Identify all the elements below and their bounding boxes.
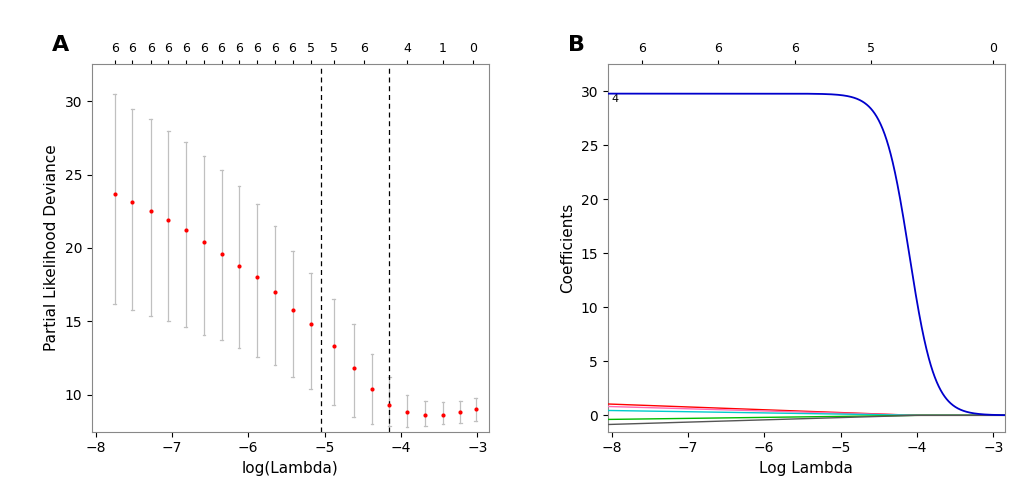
Point [230,262,247,270]
Point [213,250,229,258]
Point [467,406,483,414]
Point [364,385,380,393]
Point [284,306,301,313]
Point [303,320,319,328]
Point [249,273,265,281]
Point [398,409,415,417]
Y-axis label: Partial Likelihood Deviance: Partial Likelihood Deviance [44,145,59,351]
X-axis label: Log Lambda: Log Lambda [758,461,852,476]
Point [451,409,468,417]
Point [124,198,141,206]
Point [325,342,341,350]
Point [434,411,450,419]
Text: 4: 4 [611,94,619,104]
Point [143,207,159,215]
Point [267,288,283,296]
X-axis label: log(Lambda): log(Lambda) [242,461,338,476]
Point [177,226,194,234]
Point [381,401,397,409]
Text: A: A [52,35,69,55]
Point [196,238,212,246]
Point [106,189,122,197]
Point [345,365,362,372]
Y-axis label: Coefficients: Coefficients [559,203,575,293]
Text: B: B [568,35,585,55]
Point [160,216,176,224]
Point [417,411,433,419]
